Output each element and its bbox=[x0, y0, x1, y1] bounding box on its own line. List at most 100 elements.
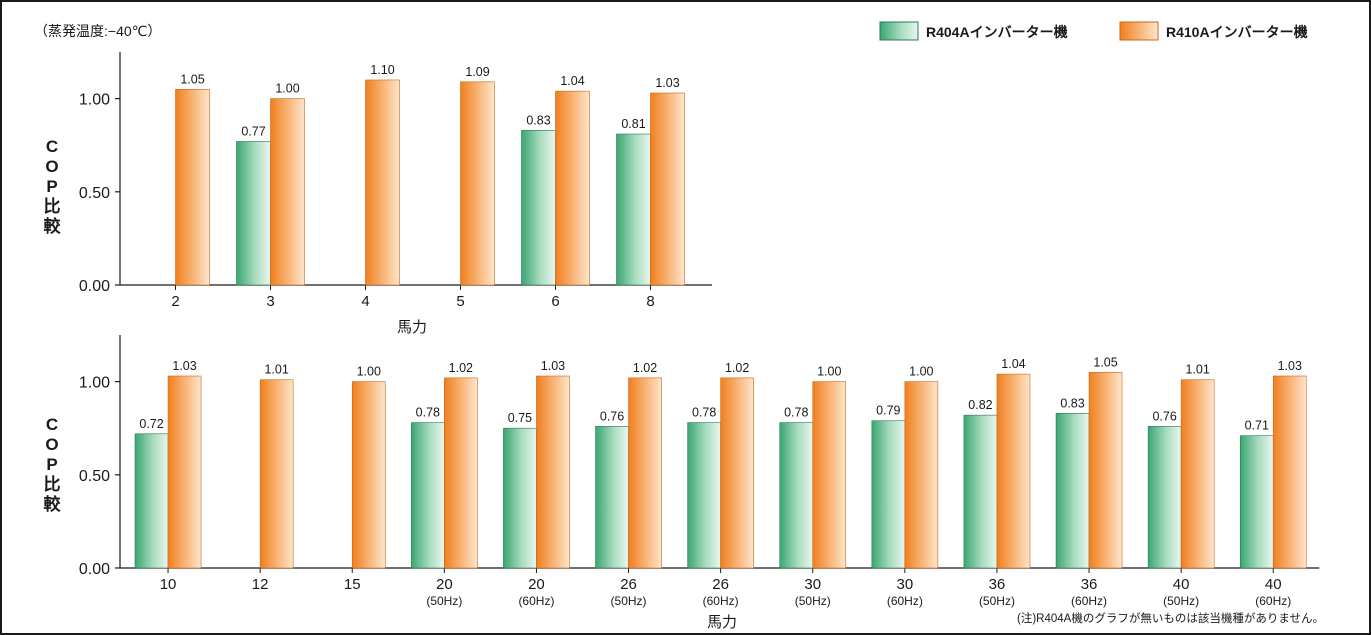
x-tick-sublabel: (50Hz) bbox=[611, 594, 647, 608]
x-tick-sublabel: (60Hz) bbox=[1071, 594, 1107, 608]
data-label-r404a: 0.78 bbox=[416, 406, 440, 420]
x-tick-sublabel: (60Hz) bbox=[1255, 594, 1291, 608]
data-label-r410a: 1.10 bbox=[370, 63, 394, 77]
x-tick-label: 30 bbox=[897, 576, 914, 593]
bar-r404a bbox=[1239, 435, 1274, 569]
x-axis-label: 馬力 bbox=[397, 319, 427, 336]
top-chart: 0.00 0.50 1.00 C O P 比較 2 1.05 3 0.77 1.00 4 1.10 5 1.0… bbox=[44, 52, 712, 336]
data-label-r410a: 1.03 bbox=[655, 76, 679, 90]
data-label-r410a: 1.00 bbox=[275, 82, 299, 96]
data-label-r404a: 0.82 bbox=[968, 398, 992, 412]
bar-r410a bbox=[365, 79, 400, 286]
x-tick-sublabel: (50Hz) bbox=[1163, 594, 1199, 608]
data-label-r410a: 1.02 bbox=[725, 361, 749, 375]
note-text: (注)R404A機のグラフが無いものは該当機種がありません。 bbox=[1017, 611, 1324, 625]
bar-r410a bbox=[175, 88, 210, 286]
legend-swatch-r410a bbox=[1119, 21, 1159, 41]
x-tick-label: 26 bbox=[712, 576, 729, 593]
y-tick-label: 0.00 bbox=[79, 278, 110, 295]
data-label-r410a: 1.09 bbox=[465, 65, 489, 79]
bar-r410a bbox=[720, 377, 754, 569]
data-label-r410a: 1.01 bbox=[1185, 363, 1209, 377]
condition-label: （蒸発温度:−40℃） bbox=[34, 23, 161, 39]
data-label-r404a: 0.76 bbox=[1152, 409, 1176, 423]
x-tick-label: 40 bbox=[1173, 576, 1190, 593]
data-label-r404a: 0.77 bbox=[241, 124, 265, 138]
x-tick-label: 40 bbox=[1265, 576, 1282, 593]
bar-r410a bbox=[444, 377, 478, 569]
bar-r404a bbox=[1055, 412, 1090, 569]
data-label-r404a: 0.83 bbox=[526, 113, 550, 127]
bar-r410a bbox=[351, 381, 386, 569]
x-tick-label: 4 bbox=[361, 293, 369, 310]
bar-r410a bbox=[270, 98, 305, 286]
y-axis-label: C O P 比較 bbox=[44, 137, 62, 236]
data-label-r410a: 1.00 bbox=[357, 365, 381, 379]
bar-r404a bbox=[236, 141, 271, 286]
bar-r410a bbox=[996, 373, 1031, 569]
y-tick-label: 1.00 bbox=[79, 375, 110, 392]
y-tick-label: 0.50 bbox=[79, 468, 110, 485]
bar-r410a bbox=[1088, 371, 1123, 569]
data-label-r410a: 1.05 bbox=[180, 72, 204, 86]
bar-r404a bbox=[616, 133, 651, 286]
x-tick-sublabel: (60Hz) bbox=[887, 594, 923, 608]
x-tick-label: 20 bbox=[436, 576, 453, 593]
bar-r404a bbox=[503, 427, 537, 569]
bar-r404a bbox=[779, 422, 814, 569]
data-label-r410a: 1.02 bbox=[633, 361, 657, 375]
data-label-r404a: 0.83 bbox=[1060, 396, 1084, 410]
bar-r404a bbox=[871, 420, 906, 569]
data-label-r410a: 1.01 bbox=[264, 363, 288, 377]
bar-r404a bbox=[595, 426, 629, 569]
bar-r410a bbox=[812, 381, 847, 569]
data-label-r410a: 1.05 bbox=[1093, 355, 1117, 369]
bar-r404a bbox=[1147, 426, 1182, 569]
bar-r410a bbox=[259, 379, 294, 569]
x-tick-sublabel: (50Hz) bbox=[979, 594, 1015, 608]
bar-r410a bbox=[1272, 375, 1307, 569]
data-label-r404a: 0.71 bbox=[1245, 419, 1269, 433]
bar-r410a bbox=[650, 92, 685, 286]
x-tick-sublabel: (50Hz) bbox=[795, 594, 831, 608]
bottom-chart: 0.00 0.50 1.00 C O P 比較 10 0.72 1.03 12 1.01 15 1.00 2… bbox=[44, 335, 1320, 631]
data-label-r410a: 1.03 bbox=[172, 359, 196, 373]
x-tick-sublabel: (60Hz) bbox=[703, 594, 739, 608]
legend-swatch-r404a bbox=[879, 21, 919, 41]
y-axis-label: C O P 比較 bbox=[44, 415, 62, 514]
bar-r404a bbox=[411, 422, 445, 569]
legend: R404Aインバーター機 R410Aインバーター機 bbox=[879, 21, 1308, 41]
data-label-r410a: 1.00 bbox=[817, 365, 841, 379]
data-label-r410a: 1.03 bbox=[1278, 359, 1302, 373]
bar-r410a bbox=[460, 81, 495, 286]
x-tick-label: 2 bbox=[171, 293, 179, 310]
x-tick-label: 30 bbox=[804, 576, 821, 593]
data-label-r404a: 0.78 bbox=[784, 406, 808, 420]
data-label-r404a: 0.72 bbox=[139, 417, 163, 431]
x-tick-label: 36 bbox=[1081, 576, 1098, 593]
x-tick-label: 12 bbox=[252, 576, 269, 593]
bar-r404a bbox=[963, 414, 998, 569]
x-tick-label: 15 bbox=[344, 576, 361, 593]
data-label-r410a: 1.00 bbox=[909, 365, 933, 379]
bar-r404a bbox=[521, 129, 556, 286]
x-tick-label: 3 bbox=[266, 293, 274, 310]
data-label-r410a: 1.03 bbox=[541, 359, 565, 373]
x-tick-label: 20 bbox=[528, 576, 545, 593]
y-tick-label: 1.00 bbox=[79, 92, 110, 109]
data-label-r404a: 0.78 bbox=[692, 406, 716, 420]
data-label-r404a: 0.81 bbox=[621, 117, 645, 131]
data-label-r404a: 0.76 bbox=[600, 409, 624, 423]
x-tick-sublabel: (50Hz) bbox=[426, 594, 462, 608]
x-axis-label: 馬力 bbox=[707, 614, 737, 631]
x-tick-label: 36 bbox=[989, 576, 1006, 593]
bar-r404a bbox=[134, 433, 169, 569]
y-tick-label: 0.00 bbox=[79, 561, 110, 578]
data-label-r410a: 1.04 bbox=[1001, 357, 1025, 371]
data-label-r404a: 0.75 bbox=[508, 411, 532, 425]
bar-r410a bbox=[555, 90, 590, 286]
x-tick-label: 26 bbox=[620, 576, 637, 593]
data-label-r410a: 1.04 bbox=[560, 74, 584, 88]
